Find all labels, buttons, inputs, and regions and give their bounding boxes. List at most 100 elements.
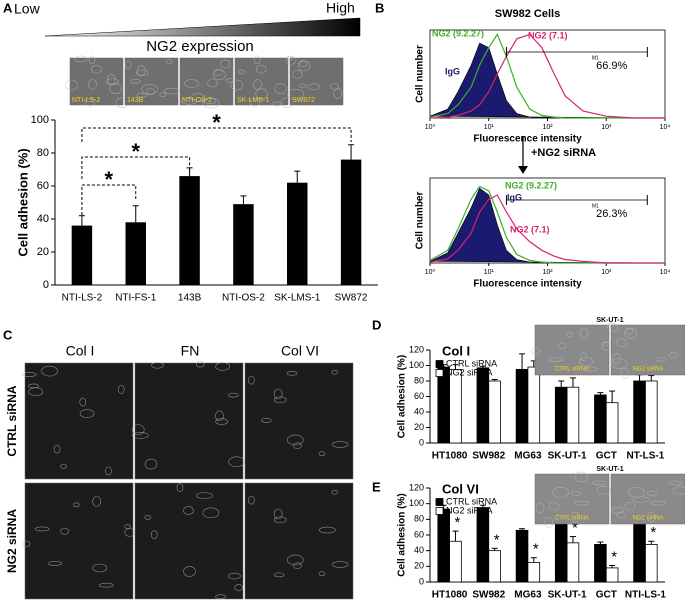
cell-shape: [215, 418, 228, 425]
series-label: IgG: [445, 66, 460, 76]
cell-shape: [548, 501, 560, 511]
bar: [605, 567, 619, 583]
legend-label: NG2 siRNA: [446, 367, 493, 377]
cell-shape: [255, 64, 267, 74]
legend-label: NG2 siRNA: [446, 505, 493, 515]
cell-shape: [34, 526, 50, 532]
significance-bracket: [81, 156, 191, 179]
cell-shape: [620, 368, 630, 379]
inset-title: SK-UT-1: [596, 317, 623, 324]
cell-shape: [228, 572, 241, 580]
bar: [527, 366, 541, 444]
series-label: NG2 (9.2.27): [432, 28, 484, 38]
cell-shape: [273, 572, 285, 578]
x-tick-label: SW872: [335, 293, 368, 304]
header-title: NG2 expression: [146, 38, 254, 55]
gate-percent: 26.3%: [596, 208, 627, 220]
y-tick-label: 40: [414, 545, 424, 555]
significance-star: *: [455, 514, 461, 531]
cell-shape: [579, 327, 589, 339]
cell-shape: [646, 511, 656, 523]
micrograph-label: SW872: [292, 97, 315, 104]
cell-shape: [176, 483, 184, 492]
bar: [71, 225, 93, 285]
micrograph: [124, 57, 179, 106]
cell-shape: [307, 83, 320, 91]
cell-shape: [668, 351, 678, 359]
cell-shape: [616, 511, 625, 519]
x-tick-label: MG63: [514, 590, 542, 601]
cell-shape: [570, 511, 580, 523]
cell-shape: [98, 582, 114, 588]
cell-shape: [535, 502, 545, 513]
cell-shape: [318, 451, 326, 457]
y-tick-label: 20: [414, 561, 424, 571]
x-tick-label: MG63: [514, 451, 542, 462]
cell-shape: [163, 87, 181, 95]
bar: [645, 544, 658, 583]
cell-shape: [655, 356, 667, 362]
cell-shape: [297, 60, 311, 72]
cell-shape: [107, 74, 116, 85]
high-label: High: [326, 0, 355, 16]
significance-star: *: [611, 549, 617, 566]
cell-shape: [299, 83, 306, 89]
row-header: NG2 siRNA: [5, 509, 19, 573]
x-axis-label: Fluorescence intensity: [473, 134, 582, 145]
x-tick-label: SK-UT-1: [548, 451, 587, 462]
column-header: Col VI: [281, 343, 319, 359]
cell-shape: [287, 88, 305, 100]
x-tick-label: GCT: [596, 451, 617, 462]
gate-percent: 66.9%: [596, 60, 627, 72]
y-tick-label: 80: [37, 147, 49, 159]
inset-micrograph: [610, 324, 685, 376]
cell-shape: [202, 97, 220, 109]
cell-shape: [136, 69, 149, 77]
cell-shape: [615, 338, 627, 347]
cell-shape: [574, 471, 588, 483]
cell-shape: [90, 64, 102, 74]
micrograph-label: SK-LMS-1: [237, 97, 269, 104]
legend-swatch: [435, 360, 444, 368]
cell-shape: [105, 466, 112, 476]
cell-shape: [234, 584, 244, 591]
x-tick-label: 10³: [601, 269, 612, 276]
cell-shape: [650, 500, 666, 506]
bar: [179, 176, 200, 285]
y-tick-label: 0: [43, 279, 49, 291]
x-tick-label: 143B: [178, 293, 202, 304]
cell-shape: [132, 432, 149, 439]
histogram-area: [429, 42, 666, 119]
series-label: NG2 (7.1): [510, 224, 550, 234]
histogram-line: [429, 33, 665, 119]
cell-shape: [249, 97, 261, 107]
cell-shape: [273, 388, 283, 400]
y-tick-label: 60: [414, 529, 424, 539]
bar: [605, 402, 619, 444]
y-tick-label: 0: [419, 437, 424, 447]
histogram-line: [429, 194, 665, 264]
cell-shape: [136, 65, 146, 76]
column-header: Col I: [66, 343, 95, 359]
y-tick-label: 40: [414, 406, 424, 416]
low-label: Low: [14, 1, 41, 17]
cell-shape: [624, 501, 636, 511]
x-tick-label: 10³: [601, 124, 612, 131]
significance-star: *: [131, 139, 140, 164]
cell-shape: [271, 101, 283, 107]
inset-title: SK-UT-1: [596, 466, 623, 473]
legend-label: CTRL siRNA: [446, 496, 497, 506]
cell-shape: [136, 92, 148, 98]
significance-star: *: [105, 167, 114, 192]
inset-micrograph: [534, 473, 610, 525]
cell-shape: [248, 375, 255, 385]
cell-shape: [331, 489, 339, 495]
y-tick-label: 20: [37, 246, 49, 258]
histogram-line: [429, 185, 665, 264]
arrow-head: [518, 166, 528, 174]
cell-shape: [331, 561, 349, 568]
cell-shape: [184, 79, 199, 88]
bar: [527, 562, 541, 583]
cell-shape: [646, 491, 658, 496]
